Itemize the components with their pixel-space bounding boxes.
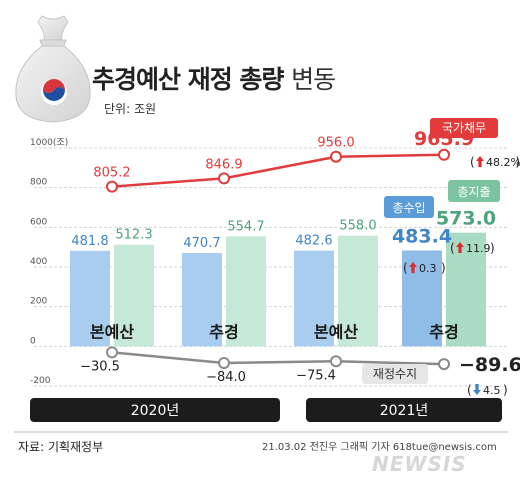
legend-expenditure: 총지출 [457, 185, 490, 199]
chart-title: 추경예산 재정 총량 변동 [92, 65, 336, 94]
legend-debt-bg [430, 118, 498, 138]
category-label: 본예산 [314, 322, 358, 341]
y-tick-label: 200 [30, 297, 47, 307]
debt-line [111, 153, 445, 188]
expenditure-bar [446, 232, 486, 347]
paren-close: ) [490, 241, 495, 255]
category-label: 본예산 [90, 322, 134, 341]
revenue-value-label: 470.7 [183, 236, 220, 251]
balance-point [438, 358, 450, 371]
revenue-change-label: 0.3 [419, 262, 437, 275]
credit-label: 21.03.02 전진우 그래픽 기자 618tue@newsis.com [262, 442, 497, 453]
legend-debt: 국가채무 [442, 121, 486, 135]
category-label: 추경 [429, 322, 458, 341]
balance-change-label: 4.5 [483, 384, 501, 397]
revenue-bar [182, 252, 222, 347]
debt-value-label: 956.0 [317, 136, 354, 151]
expenditure-value-label: 558.0 [339, 219, 376, 234]
revenue-value-label: 483.4 [392, 225, 452, 247]
balance-line [111, 351, 445, 366]
balance-point [330, 355, 342, 368]
expenditure-bar [114, 244, 154, 347]
source-label: 자료: 기획재정부 [18, 440, 104, 454]
y-tick-label: -200 [30, 376, 51, 386]
category-label: 추경 [209, 322, 238, 341]
y-tick-label: 600 [30, 217, 47, 227]
revenue-bar [70, 250, 110, 347]
unit-label: 단위: 조원 [104, 102, 157, 116]
up-arrow-icon [409, 262, 417, 273]
balance-value-label: −75.4 [296, 368, 336, 383]
paren-open: ( [403, 261, 408, 275]
paren-close: ) [441, 261, 446, 275]
balance-value-label: −30.5 [80, 359, 120, 374]
expenditure-value-label: 512.3 [115, 228, 152, 243]
revenue-value-label: 481.8 [71, 234, 108, 249]
revenue-value-label: 482.6 [295, 234, 332, 249]
balance-value-label: −84.0 [206, 370, 246, 385]
year-label: 2021년 [380, 403, 429, 419]
expenditure-value-label: 573.0 [436, 208, 496, 230]
debt-value-label: 846.9 [205, 157, 242, 172]
year-band [30, 398, 280, 422]
year-label: 2020년 [131, 403, 180, 419]
expenditure-value-label: 554.7 [227, 219, 264, 234]
debt-point [330, 150, 342, 163]
y-tick-label: 1000(조) [30, 138, 68, 148]
debt-point [106, 180, 118, 193]
paren-close: ) [515, 155, 520, 169]
balance-value-label: −89.6 [459, 354, 520, 376]
legend-balance-bg [362, 364, 428, 384]
debt-value-label: 805.2 [93, 166, 130, 181]
debt-point [218, 172, 230, 185]
balance-point [218, 356, 230, 369]
expenditure-bar [226, 236, 266, 347]
up-arrow-icon [456, 242, 464, 253]
paren-close: ) [503, 383, 508, 397]
revenue-bar [294, 250, 334, 347]
up-arrow-icon [476, 156, 484, 167]
expenditure-change-label: 11.9 [466, 242, 491, 255]
legend-balance: 재정수지 [373, 367, 417, 381]
y-tick-label: 800 [30, 178, 47, 188]
legend-revenue: 총수입 [392, 201, 425, 215]
year-band [306, 398, 502, 422]
legend-expenditure-bg [448, 180, 500, 202]
debt-point [438, 148, 450, 161]
down-arrow-icon [473, 384, 481, 395]
paren-open: ( [450, 241, 455, 255]
debt-change-label: 48.2% [486, 156, 520, 169]
y-tick-label: 0 [30, 336, 36, 346]
expenditure-bar [338, 235, 378, 347]
revenue-bar [402, 250, 442, 347]
legend-revenue-bg [384, 196, 434, 218]
balance-point [106, 346, 118, 359]
paren-open: ( [467, 383, 472, 397]
y-tick-label: 400 [30, 257, 47, 267]
newsis-watermark: NEWSIS [372, 452, 467, 476]
paren-open: ( [470, 155, 475, 169]
